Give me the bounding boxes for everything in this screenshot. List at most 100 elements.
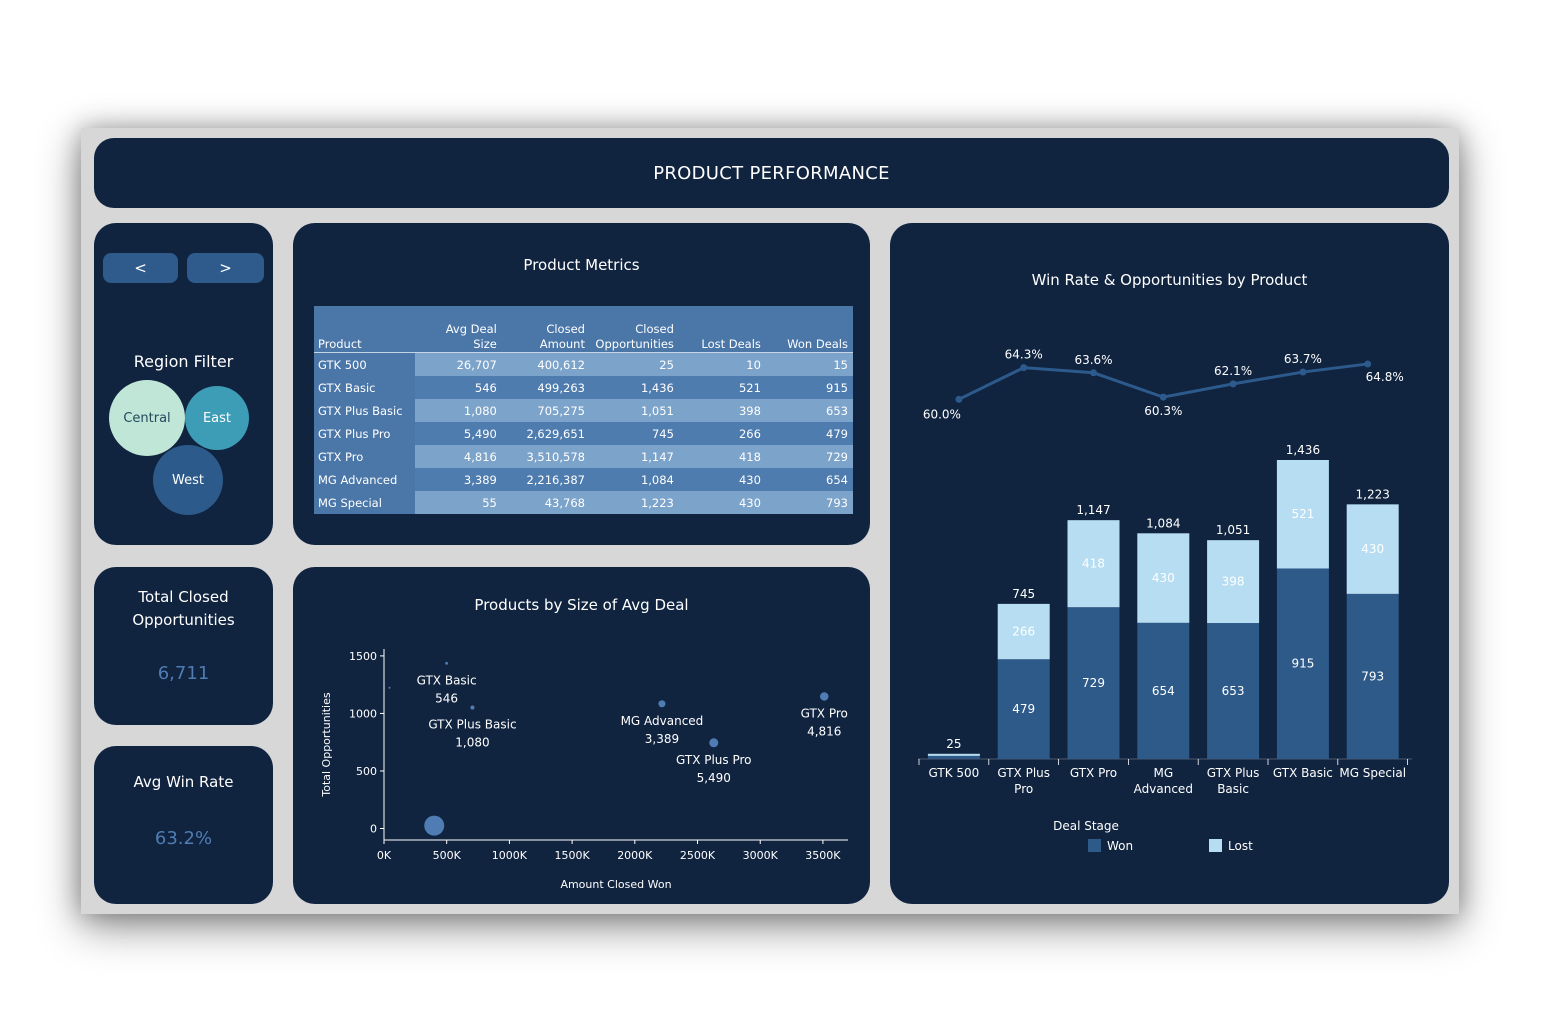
table-row: GTK 500 26,707 400,612 25 10 15 bbox=[314, 352, 853, 376]
scatter-point bbox=[424, 815, 445, 836]
kpi-total-closed-title-line1: Total Closed bbox=[138, 588, 229, 606]
bar-segment-lost bbox=[927, 753, 980, 756]
col-header-closed-opportunities: Closed Opportunities bbox=[589, 306, 679, 353]
win-rate-panel: Win Rate & Opportunities by Product 25 GT… bbox=[890, 223, 1449, 904]
cell-lost: 266 bbox=[678, 422, 766, 445]
cell-closed-amount: 2,629,651 bbox=[501, 422, 590, 445]
win-rate-label: 63.6% bbox=[1074, 353, 1112, 367]
win-rate-label: 62.1% bbox=[1214, 364, 1252, 378]
cell-closed-amount: 2,216,387 bbox=[501, 468, 590, 491]
x-tick-label: 3500K bbox=[805, 849, 841, 862]
point-value-label: 3,389 bbox=[645, 732, 679, 746]
table-row: GTX Pro 4,816 3,510,578 1,147 418 729 bbox=[314, 445, 853, 468]
cell-avg-deal: 546 bbox=[414, 376, 502, 399]
bar-segment-label: 479 bbox=[1012, 702, 1035, 716]
bar-segment-won bbox=[997, 659, 1050, 759]
x-tick-label: 2500K bbox=[680, 849, 716, 862]
bar-segment-lost bbox=[1137, 533, 1190, 623]
point-name-label: GTX Plus Pro bbox=[676, 753, 752, 767]
category-label: Pro bbox=[1014, 782, 1033, 796]
cell-product: GTK 500 bbox=[314, 352, 415, 376]
bar-segment-label: 654 bbox=[1152, 684, 1175, 698]
avg-deal-scatter-panel: Products by Size of Avg Deal 0K 500K 1000K… bbox=[293, 567, 870, 904]
table-row: GTX Basic 546 499,263 1,436 521 915 bbox=[314, 376, 853, 399]
dashboard-title: PRODUCT PERFORMANCE bbox=[653, 162, 890, 184]
bar-chart-title: Win Rate & Opportunities by Product bbox=[1031, 271, 1308, 289]
scatter-point bbox=[658, 700, 666, 708]
point-value-label: 546 bbox=[435, 691, 458, 705]
col-header-lost-deals: Lost Deals bbox=[678, 306, 766, 353]
win-rate-point bbox=[955, 395, 963, 403]
cell-avg-deal: 5,490 bbox=[414, 422, 502, 445]
bar-segment-won bbox=[1067, 607, 1120, 759]
category-label: GTX Pro bbox=[1070, 766, 1117, 780]
kpi-total-closed-card: Total Closed Opportunities 6,711 bbox=[94, 567, 273, 725]
category-label: MG Special bbox=[1339, 766, 1406, 780]
table-row: MG Special 55 43,768 1,223 430 793 bbox=[314, 491, 853, 514]
cell-won: 793 bbox=[765, 491, 853, 514]
region-bubble-central[interactable]: Central bbox=[109, 380, 185, 456]
region-bubble-east[interactable]: East bbox=[185, 386, 249, 450]
cell-closed-amount: 43,768 bbox=[501, 491, 590, 514]
x-tick-label: 2000K bbox=[617, 849, 653, 862]
bar-segment-lost bbox=[1067, 520, 1120, 608]
cell-product: GTX Plus Basic bbox=[314, 399, 415, 422]
bar-segment-won bbox=[1137, 622, 1190, 759]
cell-lost: 521 bbox=[678, 376, 766, 399]
category-label: GTK 500 bbox=[929, 766, 980, 780]
prev-button[interactable]: < bbox=[103, 253, 178, 283]
bar-segment-won bbox=[1346, 593, 1399, 759]
cell-closed-opps: 1,436 bbox=[589, 376, 679, 399]
win-rate-label: 64.8% bbox=[1366, 370, 1404, 384]
table-row: GTX Plus Pro 5,490 2,629,651 745 266 479 bbox=[314, 422, 853, 445]
x-tick-label: 0K bbox=[377, 849, 392, 862]
win-rate-label: 64.3% bbox=[1005, 348, 1043, 362]
win-rate-bar-chart: 25 GTK 500 479 266 745 GTX Plus Pro 729 418 1,147… bbox=[918, 348, 1412, 853]
point-name-label: GTX Basic bbox=[417, 673, 477, 687]
point-name-label: GTX Plus Basic bbox=[428, 718, 516, 732]
cell-lost: 430 bbox=[678, 468, 766, 491]
cell-closed-amount: 400,612 bbox=[501, 352, 590, 376]
bar-segment-label: 266 bbox=[1012, 625, 1035, 639]
category-label: Basic bbox=[1217, 782, 1249, 796]
bar-total-label: 1,084 bbox=[1146, 516, 1180, 530]
cell-product: GTX Basic bbox=[314, 376, 415, 399]
table-header-row: Product Avg Deal Size Closed Amount Close… bbox=[314, 306, 853, 353]
cell-closed-amount: 3,510,578 bbox=[501, 445, 590, 468]
cell-avg-deal: 3,389 bbox=[414, 468, 502, 491]
bar-segment-label: 793 bbox=[1361, 669, 1384, 683]
cell-avg-deal: 4,816 bbox=[414, 445, 502, 468]
y-axis-title: Total Opportunities bbox=[320, 692, 333, 798]
win-rate-point bbox=[1020, 364, 1028, 372]
category-label: GTX Plus bbox=[1207, 766, 1260, 780]
cell-closed-opps: 1,223 bbox=[589, 491, 679, 514]
col-header-product: Product bbox=[314, 306, 415, 353]
scatter-title: Products by Size of Avg Deal bbox=[474, 596, 689, 614]
scatter-point bbox=[388, 686, 391, 689]
bar-total-label: 1,223 bbox=[1356, 487, 1390, 501]
cell-won: 915 bbox=[765, 376, 853, 399]
cell-closed-amount: 705,275 bbox=[501, 399, 590, 422]
scatter-point bbox=[470, 705, 475, 710]
y-tick-label: 1500 bbox=[349, 650, 377, 663]
bar-segment-lost bbox=[1207, 540, 1260, 624]
cell-lost: 418 bbox=[678, 445, 766, 468]
table-row: GTX Plus Basic 1,080 705,275 1,051 398 653 bbox=[314, 399, 853, 422]
table-row: MG Advanced 3,389 2,216,387 1,084 430 654 bbox=[314, 468, 853, 491]
scatter-point bbox=[819, 692, 829, 701]
point-name-label: GTX Pro bbox=[801, 707, 848, 721]
y-tick-label: 1000 bbox=[349, 707, 377, 720]
next-button[interactable]: > bbox=[187, 253, 264, 283]
x-tick-label: 3000K bbox=[743, 849, 779, 862]
point-value-label: 5,490 bbox=[697, 771, 731, 785]
cell-avg-deal: 55 bbox=[414, 491, 502, 514]
cell-won: 479 bbox=[765, 422, 853, 445]
region-bubble-west[interactable]: West bbox=[153, 445, 223, 515]
x-tick-label: 1500K bbox=[554, 849, 590, 862]
category-label: Advanced bbox=[1134, 782, 1193, 796]
scatter-point bbox=[709, 738, 719, 748]
win-rate-point bbox=[1159, 393, 1167, 401]
bar-segment-won bbox=[1276, 568, 1329, 759]
scatter-chart: 0K 500K 1000K 1500K 2000K 2500K 3000K 3500K 0 500… bbox=[320, 649, 848, 891]
col-header-won-deals: Won Deals bbox=[765, 306, 853, 353]
